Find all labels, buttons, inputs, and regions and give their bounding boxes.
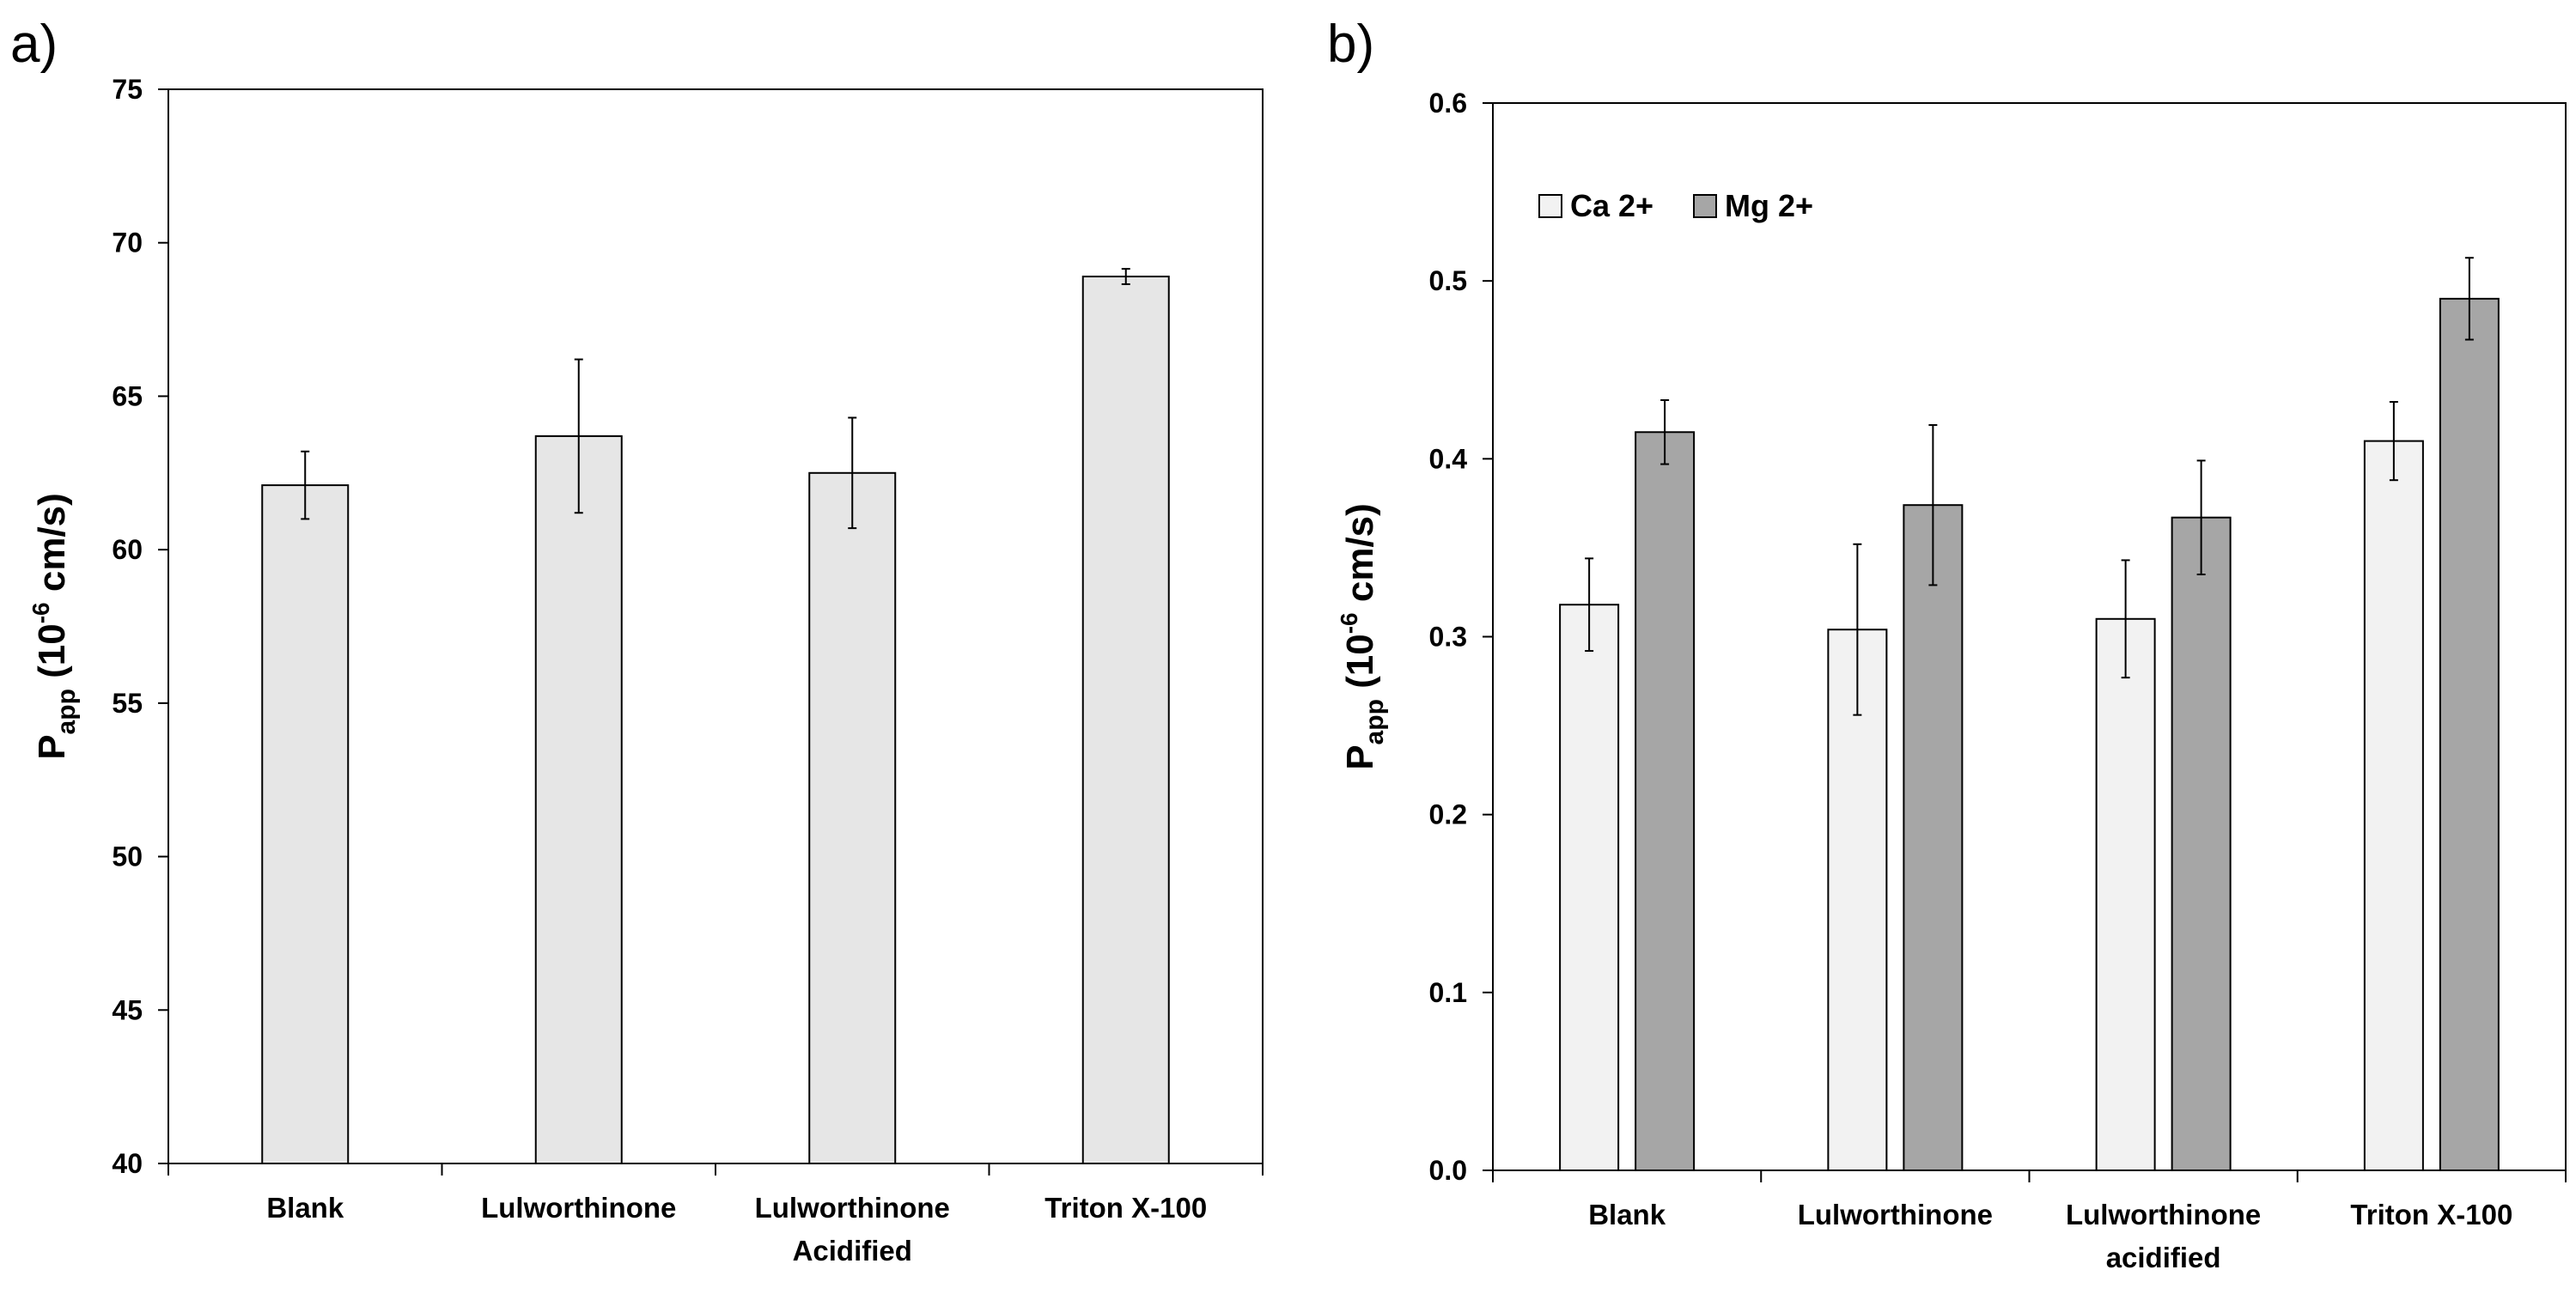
panel-a: a) 40 45 50 55 60 65 70 75 Blank Lulworthinone Lulw… — [10, 15, 1264, 1267]
y-tick-label: 75 — [112, 74, 143, 105]
y-axis-label: Papp (10-6 cm/s) — [27, 493, 81, 760]
bar — [1827, 629, 1888, 1171]
x-tick-label: Lulworthinone Acidified — [755, 1192, 950, 1267]
x-tick-label: Lulworthinone — [1798, 1199, 1993, 1230]
bar — [2439, 297, 2500, 1171]
bar — [2363, 440, 2424, 1171]
y-tick-label: 0.0 — [1429, 1155, 1467, 1186]
y-axis-label: Papp (10-6 cm/s) — [1336, 503, 1389, 770]
y-tick-label: 40 — [112, 1148, 143, 1179]
y-tick-label: 60 — [112, 534, 143, 565]
y-tick-label: 0.6 — [1429, 88, 1467, 118]
x-tick-label: Lulworthinone — [481, 1192, 676, 1224]
bar — [1559, 604, 1620, 1171]
x-tick-label: Blank — [1588, 1199, 1666, 1230]
y-tick-label: 45 — [112, 994, 143, 1025]
bar — [1635, 431, 1696, 1171]
bar — [2171, 516, 2232, 1171]
y-tick-label: 0.1 — [1429, 977, 1467, 1008]
panel-b: b) 0.0 0.1 0.2 0.3 0.4 0.5 0.6 Blank Lulworthinon… — [1327, 15, 2567, 1273]
y-tick-label: 0.3 — [1429, 622, 1467, 653]
y-tick-label: 50 — [112, 841, 143, 872]
bar — [1081, 276, 1170, 1165]
x-tick-label: Triton X-100 — [1044, 1192, 1207, 1224]
x-tick-label: Triton X-100 — [2350, 1199, 2512, 1230]
legend-swatch — [1693, 194, 1717, 218]
panel-label: a) — [10, 15, 58, 74]
panel-label: b) — [1327, 15, 1374, 74]
legend-swatch — [1538, 194, 1562, 218]
y-tick-label: 70 — [112, 228, 143, 258]
y-tick-label: 65 — [112, 380, 143, 411]
legend-label: Ca 2+ — [1570, 188, 1653, 223]
legend-label: Mg 2+ — [1725, 188, 1813, 223]
y-tick-label: 55 — [112, 688, 143, 719]
bar — [2095, 617, 2156, 1171]
bar — [808, 471, 897, 1164]
bar — [1903, 504, 1964, 1171]
bar — [534, 434, 623, 1164]
bar — [261, 484, 350, 1164]
y-tick-label: 0.5 — [1429, 265, 1467, 296]
x-tick-label: Blank — [266, 1192, 344, 1224]
x-tick-label: Lulworthinone acidified — [2066, 1199, 2261, 1273]
y-tick-label: 0.4 — [1429, 443, 1468, 474]
y-tick-label: 0.2 — [1429, 799, 1467, 830]
